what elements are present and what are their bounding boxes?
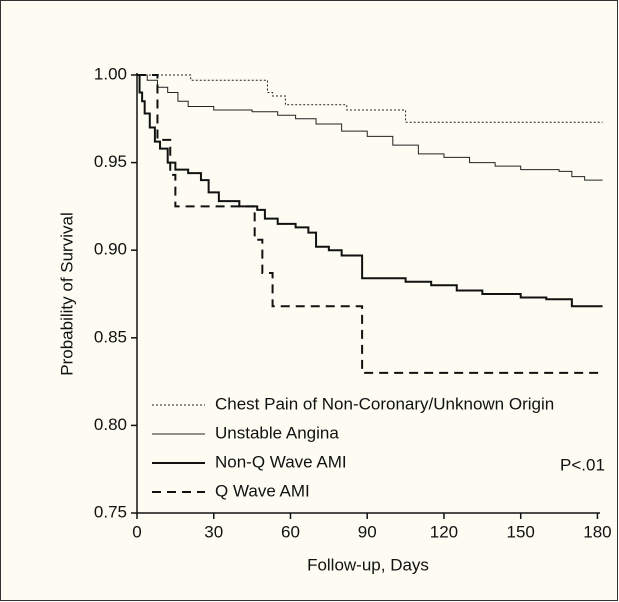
x-tick-label: 0 <box>132 522 141 541</box>
survival-curve <box>137 74 603 123</box>
x-tick-label: 90 <box>358 522 377 541</box>
y-tick-label: 0.85 <box>94 327 127 346</box>
survival-curve <box>137 74 603 308</box>
x-axis-label: Follow-up, Days <box>307 555 429 574</box>
y-tick-label: 1.00 <box>94 64 127 83</box>
legend-label: Chest Pain of Non-Coronary/Unknown Origi… <box>215 394 554 413</box>
legend-label: Non-Q Wave AMI <box>215 452 347 471</box>
x-tick-label: 60 <box>281 522 300 541</box>
legend-label: Unstable Angina <box>215 423 339 442</box>
x-tick-label: 180 <box>583 522 611 541</box>
y-tick-label: 0.90 <box>94 240 127 259</box>
legend-label: Q Wave AMI <box>215 481 310 500</box>
y-tick-label: 0.95 <box>94 152 127 171</box>
annotation: P<.01 <box>560 455 605 474</box>
survival-curve <box>137 74 603 374</box>
y-tick-label: 0.75 <box>94 502 127 521</box>
survival-curve <box>137 74 603 181</box>
y-tick-label: 0.80 <box>94 415 127 434</box>
x-tick-label: 150 <box>507 522 535 541</box>
x-tick-label: 120 <box>430 522 458 541</box>
x-tick-label: 30 <box>204 522 223 541</box>
y-axis-label: Probability of Survival <box>57 212 76 375</box>
